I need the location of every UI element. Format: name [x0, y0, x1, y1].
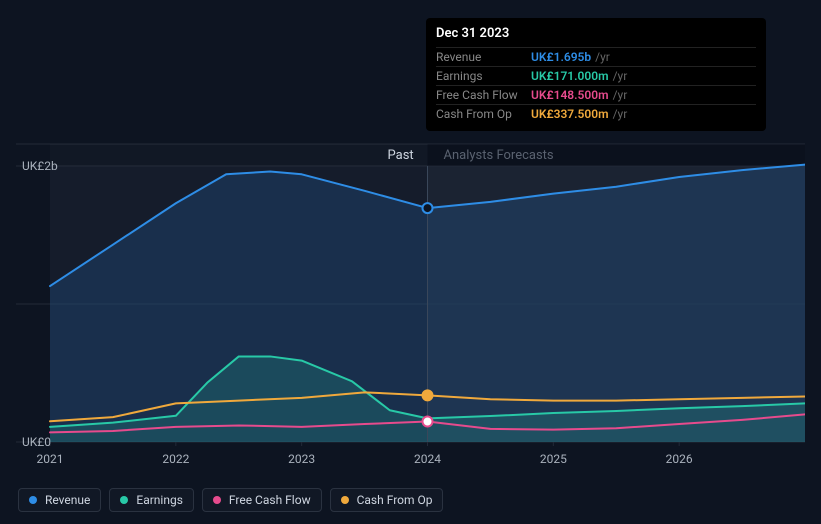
legend-label: Free Cash Flow	[229, 493, 311, 507]
legend-swatch-cash_op	[341, 496, 349, 504]
tooltip-row-value: UK£171.000m	[531, 69, 609, 83]
chart-tooltip: Dec 31 2023 RevenueUK£1.695b/yrEarningsU…	[426, 18, 766, 131]
legend: Revenue Earnings Free Cash Flow Cash From O…	[18, 488, 443, 512]
tooltip-row-label: Earnings	[436, 69, 531, 83]
tooltip-row-unit: /yr	[595, 50, 610, 64]
y-tick-label: UK£2b	[22, 159, 58, 173]
region-label-future: Analysts Forecasts	[444, 148, 554, 163]
legend-swatch-revenue	[29, 496, 37, 504]
tooltip-row-unit: /yr	[613, 107, 628, 121]
tooltip-row-value: UK£1.695b	[531, 50, 591, 64]
tooltip-row-unit: /yr	[613, 88, 628, 102]
x-tick-label: 2024	[414, 452, 441, 466]
legend-swatch-fcf	[213, 496, 221, 504]
legend-label: Earnings	[136, 493, 183, 507]
x-tick-label: 2025	[540, 452, 567, 466]
legend-item-fcf[interactable]: Free Cash Flow	[202, 488, 322, 512]
legend-item-earnings[interactable]: Earnings	[109, 488, 194, 512]
tooltip-row: Free Cash FlowUK£148.500m/yr	[436, 85, 756, 104]
legend-label: Revenue	[45, 493, 90, 507]
y-tick-label: UK£0	[22, 435, 51, 449]
tooltip-row-value: UK£148.500m	[531, 88, 609, 102]
x-tick-label: 2023	[288, 452, 315, 466]
legend-item-cash_op[interactable]: Cash From Op	[330, 488, 444, 512]
plot-area	[16, 126, 805, 450]
tooltip-row-unit: /yr	[613, 69, 628, 83]
legend-item-revenue[interactable]: Revenue	[18, 488, 101, 512]
tooltip-date: Dec 31 2023	[436, 26, 756, 41]
tooltip-row: RevenueUK£1.695b/yr	[436, 47, 756, 66]
tooltip-row: Cash From OpUK£337.500m/yr	[436, 104, 756, 123]
legend-swatch-earnings	[120, 496, 128, 504]
tooltip-row-value: UK£337.500m	[531, 107, 609, 121]
tooltip-row-label: Revenue	[436, 50, 531, 64]
legend-label: Cash From Op	[357, 493, 433, 507]
x-tick-label: 2022	[162, 452, 189, 466]
tooltip-row-label: Free Cash Flow	[436, 88, 531, 102]
financials-chart: Past Analysts Forecasts UK£0 UK£2b 2021 20…	[0, 0, 821, 524]
region-label-past: Past	[388, 148, 414, 163]
x-tick-label: 2026	[666, 452, 693, 466]
tooltip-row-label: Cash From Op	[436, 107, 531, 121]
x-tick-label: 2021	[37, 452, 64, 466]
tooltip-row: EarningsUK£171.000m/yr	[436, 66, 756, 85]
